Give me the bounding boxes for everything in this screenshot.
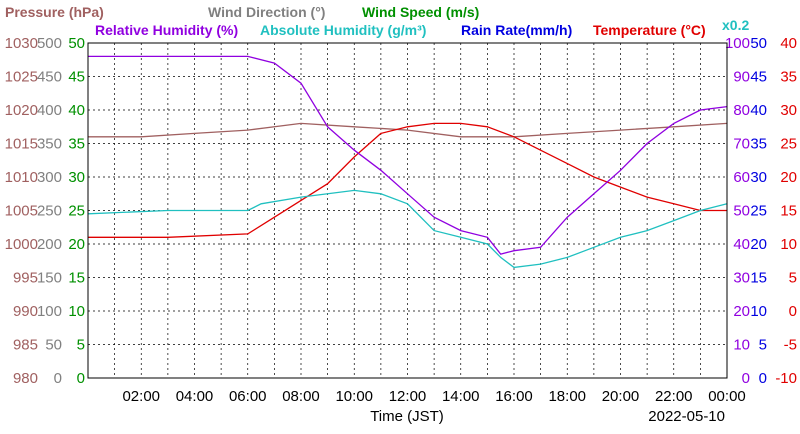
y-tick-label-rh: 20	[733, 303, 750, 320]
y-tick-label-temp: 20	[780, 169, 797, 186]
y-tick-label-pressure: 995	[13, 270, 38, 287]
y-tick-label-temp: 10	[780, 236, 797, 253]
y-tick-label-temp: 35	[780, 69, 797, 86]
y-tick-label-wind_speed: 10	[68, 303, 85, 320]
x-tick-label: 06:00	[229, 388, 267, 405]
x-tick-label: 00:00	[708, 388, 746, 405]
legend-absolute-humidity: Absolute Humidity (g/m³)	[260, 22, 426, 38]
y-tick-label-wind_direction: 0	[54, 370, 62, 387]
x-tick-label: 04:00	[176, 388, 214, 405]
y-tick-label-rain: 50	[750, 35, 767, 52]
y-tick-label-wind_speed: 15	[68, 270, 85, 287]
x-tick-label: 22:00	[655, 388, 693, 405]
axes: 02:00 04:00 06:00 08:00 10:00 12:00 14:00 16:00…	[5, 35, 797, 405]
y-tick-label-rain: 15	[750, 270, 767, 287]
y-tick-label-wind_direction: 450	[37, 69, 62, 86]
y-tick-label-temp: 40	[780, 35, 797, 52]
y-tick-label-wind_speed: 45	[68, 69, 85, 86]
y-tick-label-rh: 80	[733, 102, 750, 119]
date-label: 2022-05-10	[648, 408, 725, 425]
plot-frame	[87, 42, 728, 379]
legend-wind-speed: Wind Speed (m/s)	[362, 4, 479, 20]
y-tick-label-pressure: 1025	[5, 69, 38, 86]
y-tick-label-pressure: 985	[13, 337, 38, 354]
y-tick-label-rh: 50	[733, 203, 750, 220]
y-tick-label-rain: 10	[750, 303, 767, 320]
x-tick-label: 02:00	[122, 388, 160, 405]
y-tick-label-wind_speed: 50	[68, 35, 85, 52]
y-tick-label-wind_speed: 30	[68, 169, 85, 186]
y-tick-label-rh: 40	[733, 236, 750, 253]
y-tick-label-temp: -10	[775, 370, 797, 387]
x-axis-label: Time (JST)	[370, 408, 444, 425]
y-tick-label-wind_speed: 25	[68, 203, 85, 220]
series-line-pressure	[88, 122, 728, 138]
y-tick-label-temp: 5	[789, 270, 797, 287]
y-tick-label-rh: 0	[742, 370, 750, 387]
series-group	[87, 55, 728, 269]
y-tick-label-rain: 35	[750, 136, 767, 153]
y-tick-label-rain: 5	[759, 337, 767, 354]
y-tick-label-wind_direction: 200	[37, 236, 62, 253]
y-tick-label-wind_speed: 0	[77, 370, 85, 387]
x-tick-label: 20:00	[602, 388, 640, 405]
x-tick-label: 18:00	[548, 388, 586, 405]
y-tick-label-temp: 15	[780, 203, 797, 220]
x-tick-label: 10:00	[335, 388, 373, 405]
y-tick-label-rh: 100	[725, 35, 750, 52]
y-tick-label-wind_direction: 500	[37, 35, 62, 52]
y-tick-label-rain: 0	[759, 370, 767, 387]
y-tick-label-wind_speed: 40	[68, 102, 85, 119]
y-tick-label-pressure: 1020	[5, 102, 38, 119]
y-tick-label-wind_direction: 300	[37, 169, 62, 186]
y-tick-label-rh: 60	[733, 169, 750, 186]
y-tick-label-wind_speed: 20	[68, 236, 85, 253]
y-tick-label-pressure: 1000	[5, 236, 38, 253]
y-tick-label-pressure: 1015	[5, 136, 38, 153]
y-tick-label-rain: 45	[750, 69, 767, 86]
y-tick-label-rain: 30	[750, 169, 767, 186]
y-tick-label-rh: 70	[733, 136, 750, 153]
y-tick-label-wind_direction: 50	[45, 337, 62, 354]
legend-relative-humidity: Relative Humidity (%)	[95, 22, 238, 38]
y-tick-label-wind_direction: 250	[37, 203, 62, 220]
y-tick-label-pressure: 1030	[5, 35, 38, 52]
y-tick-label-rh: 10	[733, 337, 750, 354]
legend-abs-scale: x0.2	[722, 17, 749, 33]
series-line-temp	[88, 122, 727, 238]
y-tick-label-wind_direction: 150	[37, 270, 62, 287]
y-tick-label-rain: 20	[750, 236, 767, 253]
y-tick-label-wind_direction: 100	[37, 303, 62, 320]
y-tick-label-rh: 30	[733, 270, 750, 287]
y-tick-label-wind_speed: 35	[68, 136, 85, 153]
y-tick-label-wind_direction: 400	[37, 102, 62, 119]
x-tick-label: 16:00	[495, 388, 533, 405]
grid	[88, 43, 727, 378]
y-tick-label-pressure: 1010	[5, 169, 38, 186]
y-tick-label-pressure: 1005	[5, 203, 38, 220]
legend-pressure: Pressure (hPa)	[5, 4, 104, 20]
y-tick-label-pressure: 990	[13, 303, 38, 320]
x-tick-label: 08:00	[282, 388, 320, 405]
y-tick-label-temp: -5	[784, 337, 797, 354]
series-line-abs_hum	[87, 189, 728, 269]
x-tick-label: 14:00	[442, 388, 480, 405]
legend-temperature: Temperature (°C)	[593, 22, 706, 38]
y-tick-label-rh: 90	[733, 69, 750, 86]
x-tick-label: 12:00	[389, 388, 427, 405]
y-tick-label-temp: 0	[789, 303, 797, 320]
y-tick-label-wind_speed: 5	[77, 337, 85, 354]
legend-rain-rate: Rain Rate(mm/h)	[461, 22, 572, 38]
y-tick-label-pressure: 980	[13, 370, 38, 387]
series-line-rh	[88, 55, 728, 255]
y-tick-label-rain: 40	[750, 102, 767, 119]
y-tick-label-wind_direction: 350	[37, 136, 62, 153]
y-tick-label-rain: 25	[750, 203, 767, 220]
y-tick-label-temp: 30	[780, 102, 797, 119]
legend-wind-direction: Wind Direction (°)	[208, 4, 325, 20]
y-tick-label-temp: 25	[780, 136, 797, 153]
